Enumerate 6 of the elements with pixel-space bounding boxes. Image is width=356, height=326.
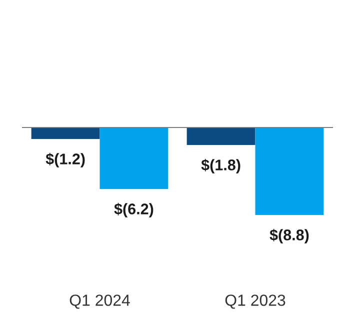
data-label: $(8.8) [270,228,309,244]
data-label: $(1.2) [46,152,85,168]
data-label: $(1.8) [201,158,240,174]
x-tick-label: Q1 2023 [225,294,286,309]
data-label: $(6.2) [114,202,154,218]
x-tick-label: Q1 2024 [70,294,130,309]
